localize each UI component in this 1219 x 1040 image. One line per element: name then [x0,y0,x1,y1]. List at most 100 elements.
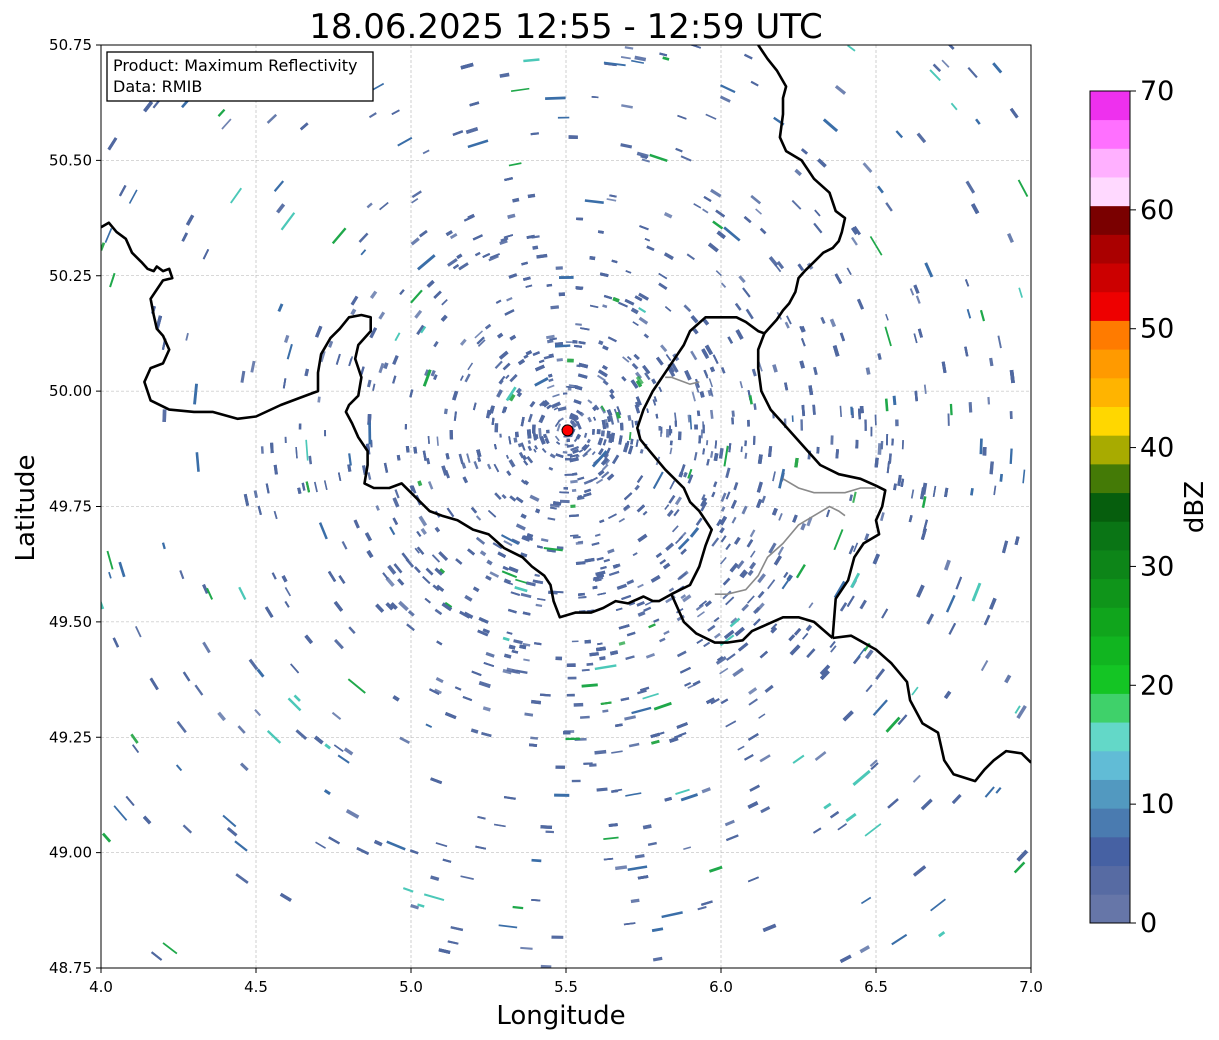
echo-cell [551,401,561,409]
echo-cell [485,651,495,658]
echo-cell [664,504,670,510]
echo-cell [586,438,591,444]
echo-cell [698,435,702,444]
clutter-streak [884,398,889,412]
clutter-streak [425,723,433,728]
echo-cell [1016,849,1029,862]
echo-cell [612,296,620,303]
echo-cell [522,535,534,541]
echo-cell [922,519,928,533]
echo-cell [761,495,766,504]
echo-cell [644,238,651,242]
echo-cell [943,690,952,700]
echo-cell [637,583,644,589]
echo-cell [297,487,302,495]
echo-cell [568,135,578,139]
echo-cell [317,396,321,403]
echo-cell [505,374,510,380]
echo-cell [566,444,574,448]
clutter-streak [850,406,854,415]
x-tick-label: 4.0 [89,978,113,996]
echo-cell [508,273,518,279]
echo-cell [523,480,529,486]
echo-cell [915,295,921,304]
echo-cell [506,470,512,476]
echo-cell [235,873,249,884]
echo-cell [650,574,661,583]
echo-cell [791,199,802,210]
echo-cell [501,494,507,500]
echo-cell [897,474,902,486]
echo-cell [257,505,262,516]
echo-cell [369,327,378,339]
echo-cell [572,448,580,454]
echo-cell [369,290,378,299]
echo-cell [399,289,405,296]
colorbar-segment [1090,119,1130,149]
echo-cell [653,618,660,623]
echo-cell [506,667,519,674]
echo-cell [401,552,410,562]
clutter-streak [280,212,296,231]
echo-cell [719,95,731,103]
echo-cell [562,450,568,454]
echo-cell [829,640,836,649]
echo-cell [679,666,691,674]
clutter-streak [217,108,226,117]
echo-cell [304,368,310,377]
echo-cell [396,454,401,461]
clutter-streak [938,930,946,938]
echo-cell [919,487,926,500]
echo-cell [747,419,750,427]
echo-cell [522,642,531,647]
echo-cell [373,839,383,847]
clutter-streak [995,787,1002,794]
clutter-streak [128,189,138,204]
echo-cell [885,313,889,321]
echo-cell [702,448,706,455]
echo-cell [920,798,933,811]
clutter-streak [508,162,522,167]
echo-cell [575,409,583,416]
clutter-streak [286,343,293,360]
echo-cell [744,754,754,761]
clutter-streak [581,683,598,688]
echo-cell [663,212,673,219]
echo-cell [737,745,745,751]
echo-cell [708,378,713,388]
echo-cell [987,396,991,405]
clutter-streak [603,836,619,841]
clutter-streak [970,487,974,496]
clutter-streak [778,468,786,489]
echo-cell [486,559,493,566]
echo-cell [874,457,879,468]
echo-cell [458,453,464,465]
echo-cell [754,602,765,613]
echo-cell [443,408,448,415]
echo-cell [603,294,613,300]
echo-cell [367,472,372,480]
echo-cell [770,626,778,634]
echo-cell [760,806,771,814]
border-luxembourg-germany [756,332,887,639]
echo-cell [525,284,533,288]
echo-cell [563,730,571,735]
echo-cell [570,445,579,452]
echo-cell [279,892,292,902]
clutter-streak [238,586,247,601]
clutter-streak [795,563,806,579]
echo-cell [651,378,657,385]
clutter-streak [502,636,510,642]
echo-cell [993,485,997,496]
echo-cell [762,923,777,933]
echo-cell [659,637,666,643]
echo-cell [734,302,742,311]
echo-cell [540,538,549,543]
echo-cell [817,158,827,168]
echo-cell [669,429,673,434]
echo-cell [464,373,471,383]
echo-cell [682,594,692,603]
echo-cell [460,875,474,880]
echo-cell [759,227,767,235]
colorbar-segment [1090,349,1130,379]
